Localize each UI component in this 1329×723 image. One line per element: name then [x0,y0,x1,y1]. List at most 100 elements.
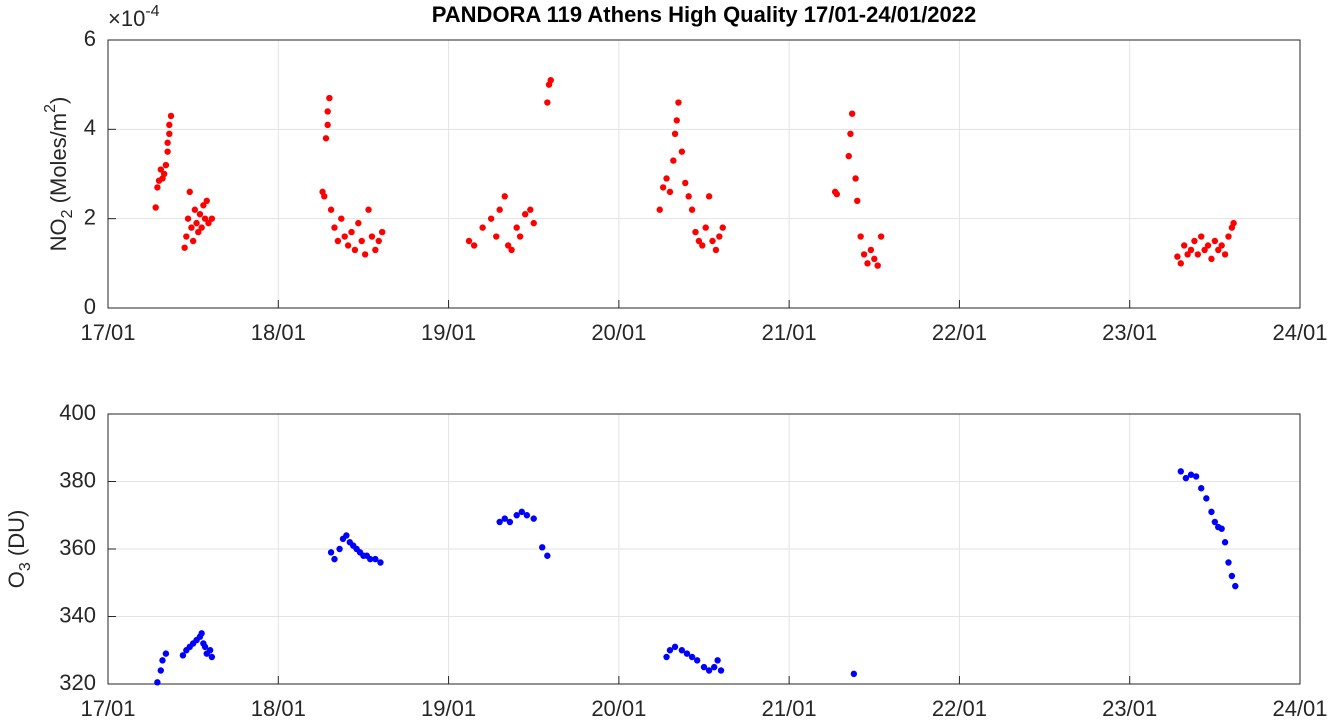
data-point [1218,242,1225,249]
data-point [513,512,520,519]
y-axis-label: NO2 (Moles/m2) [42,97,76,252]
data-point [368,233,376,240]
x-tick-label: 18/01 [251,320,306,345]
data-point [539,544,546,551]
data-point [864,260,871,267]
data-point [1198,233,1205,240]
data-point [852,175,859,182]
data-point [516,233,524,240]
data-point [164,139,171,146]
data-point [200,202,207,209]
data-point [1221,539,1229,546]
y-tick-label: 320 [59,670,96,695]
data-point [671,130,679,137]
data-point [1208,255,1215,263]
data-point [358,237,365,245]
data-point [506,518,514,526]
x-tick-label: 21/01 [762,696,817,721]
data-point [493,233,500,240]
data-point [673,117,680,124]
y-multiplier: ×10-4 [108,3,160,31]
data-point [496,518,503,526]
data-point [1191,237,1198,245]
data-point [685,193,692,200]
label-part: O [4,571,29,588]
data-point [716,233,723,240]
data-point [377,559,384,566]
y-axis-label: O3 (DU) [4,510,34,589]
data-point [198,630,205,637]
data-point [208,653,216,661]
data-point [157,667,164,674]
data-point [670,157,677,164]
data-point [845,152,852,160]
data-point [847,130,854,137]
label-part: (DU) [4,510,29,563]
data-point [1192,473,1200,480]
data-point [705,193,713,200]
data-point [496,206,503,213]
label-subscript: 3 [17,562,34,571]
data-point [344,242,352,249]
data-point [152,204,159,211]
data-point [527,206,534,213]
data-point [1225,559,1232,566]
data-point [699,242,706,249]
data-point [331,224,338,231]
x-tick-label: 19/01 [421,696,476,721]
data-point [666,647,674,654]
y-tick-label: 2 [84,204,96,229]
data-point [860,251,868,258]
data-point [327,206,335,213]
data-point [470,242,478,249]
data-point [692,228,699,236]
data-point [695,237,703,245]
data-point [208,215,216,222]
data-point [487,215,495,222]
data-point [1204,242,1212,249]
x-tick-label: 17/01 [80,696,135,721]
y-tick-label: 4 [84,115,96,140]
data-point [1230,219,1237,227]
data-point [874,262,881,269]
data-point [850,670,858,678]
data-point [193,219,200,227]
data-point [1181,242,1188,249]
data-point [327,549,335,556]
data-point [166,130,173,137]
data-point [702,224,709,231]
data-point [162,161,170,169]
data-point [201,215,209,222]
data-point [1218,525,1225,532]
data-point [331,555,338,563]
plot-area [108,40,1300,308]
data-point [1187,246,1195,254]
data-point [206,647,214,654]
x-tick-label: 20/01 [591,696,646,721]
data-point [683,650,691,657]
data-point [504,242,512,249]
data-point [365,206,372,213]
data-point [656,206,663,213]
data-point [530,219,537,227]
data-point [1177,468,1185,475]
data-point [1187,471,1195,478]
x-tick-label: 23/01 [1102,696,1157,721]
data-point [867,246,875,254]
data-point [157,166,164,173]
data-point [1208,508,1215,516]
data-point [160,170,168,178]
data-point [666,188,674,196]
x-tick-label: 17/01 [80,320,135,345]
data-point [675,99,682,106]
data-point [198,224,205,231]
data-point [367,555,374,563]
data-point [714,657,721,664]
data-point [857,233,864,240]
y-tick-label: 360 [59,535,96,560]
data-point [184,215,192,222]
data-point [324,108,331,115]
label-part: (Moles/m [46,113,71,210]
data-point [544,552,551,559]
